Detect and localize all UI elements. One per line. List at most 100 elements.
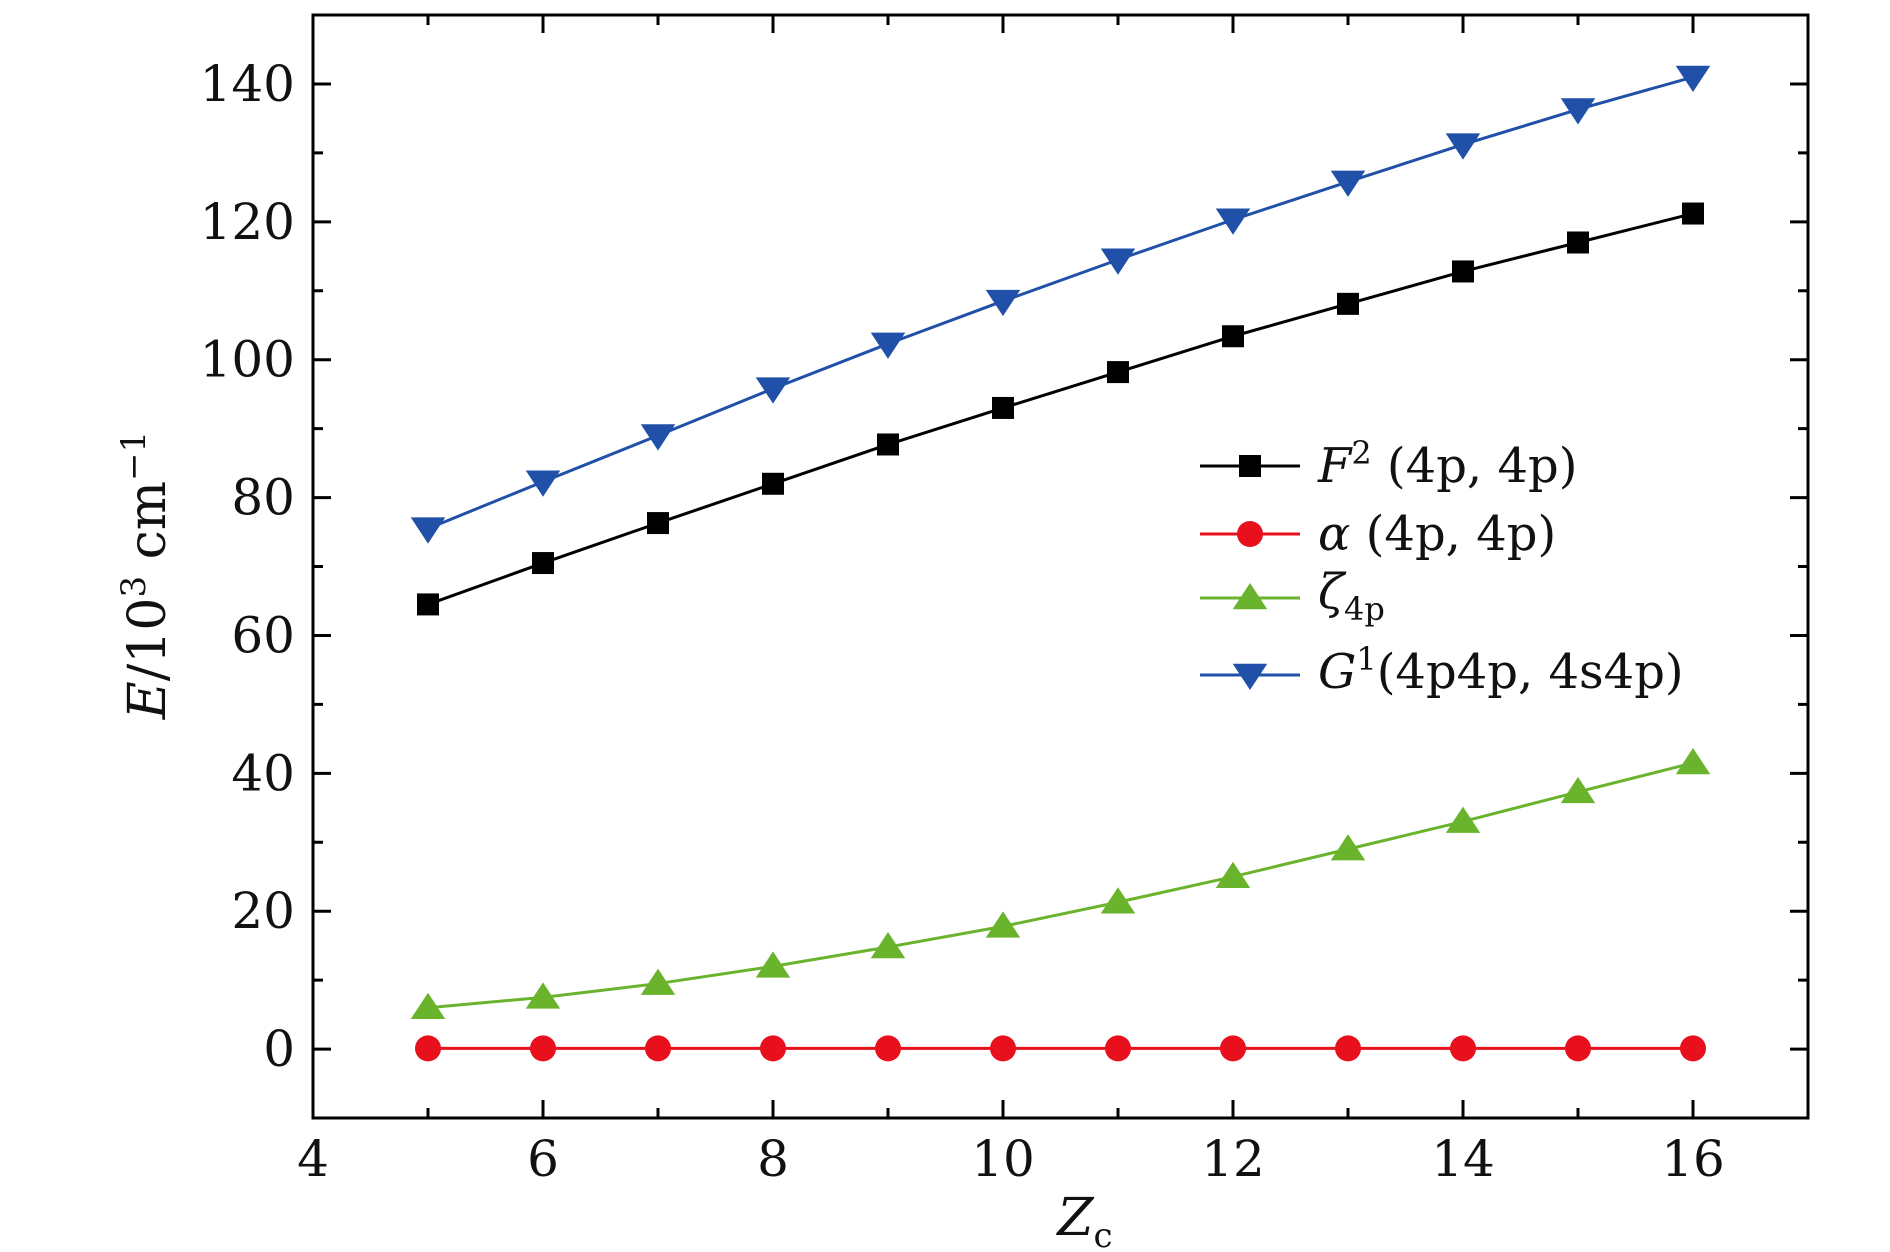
legend-label-alpha: α (4p, 4p) xyxy=(1318,506,1556,562)
legend-zeta-main: ζ xyxy=(1318,564,1347,620)
data-point-zeta4p xyxy=(1675,747,1711,775)
legend-symbol-triangle-up xyxy=(1200,583,1300,610)
legend-f2-rest: (4p, 4p) xyxy=(1372,438,1578,494)
legend-marker-zeta4p xyxy=(1232,583,1268,610)
data-point-zeta4p xyxy=(525,982,561,1009)
data-point-alpha xyxy=(415,1035,441,1062)
series-F2 xyxy=(417,202,1704,616)
legend-marker-F2 xyxy=(1239,455,1261,477)
legend-g1-rest: (4p4p, 4s4p) xyxy=(1377,644,1684,700)
legend-item-alpha: α (4p, 4p) xyxy=(1200,506,1556,562)
y-axis-title-rest: cm xyxy=(118,481,178,576)
data-point-F2 xyxy=(762,472,784,495)
series-alpha xyxy=(415,1035,1706,1062)
y-tick-label: 120 xyxy=(200,193,295,251)
legend-marker-G1 xyxy=(1232,663,1268,690)
data-point-F2 xyxy=(1107,361,1129,384)
data-point-zeta4p xyxy=(410,992,446,1019)
series-line-zeta4p xyxy=(427,761,1694,1010)
legend-item-f2: F2 (4p, 4p) xyxy=(1200,434,1577,494)
legend-g1-sup: 1 xyxy=(1356,640,1376,678)
series-line-G1 xyxy=(427,75,1694,530)
y-axis-title-sup2: −1 xyxy=(114,431,154,481)
data-point-F2 xyxy=(532,552,554,575)
y-axis-title: E/103 cm−1 xyxy=(114,431,178,720)
legend-f2-sup: 2 xyxy=(1351,434,1371,472)
legend-label-g1: G1(4p4p, 4s4p) xyxy=(1318,640,1684,700)
data-point-F2 xyxy=(417,593,439,616)
legend-zeta-sub: 4p xyxy=(1344,590,1385,628)
data-point-alpha xyxy=(1105,1035,1131,1062)
x-axis-title-main: Z xyxy=(1055,1188,1094,1248)
x-axis-title-sub: c xyxy=(1094,1216,1113,1252)
series-layer xyxy=(410,65,1711,1062)
y-tick-label: 100 xyxy=(200,331,295,389)
data-point-G1 xyxy=(1100,248,1136,275)
data-point-F2 xyxy=(1682,202,1704,225)
data-point-alpha xyxy=(1450,1035,1476,1062)
legend-alpha-rest: (4p, 4p) xyxy=(1350,506,1556,562)
x-tick-label: 8 xyxy=(757,1130,789,1188)
legend-item-g1: G1(4p4p, 4s4p) xyxy=(1200,640,1684,700)
x-tick-label: 16 xyxy=(1661,1130,1725,1188)
data-point-G1 xyxy=(755,377,791,404)
y-tick-label: 140 xyxy=(200,55,295,113)
data-point-alpha xyxy=(1220,1035,1246,1062)
data-point-F2 xyxy=(1567,231,1589,254)
data-point-alpha xyxy=(1335,1035,1361,1062)
y-tick-label: 0 xyxy=(263,1020,295,1078)
y-axis-title-main: E xyxy=(118,681,178,720)
data-point-G1 xyxy=(985,289,1021,317)
data-point-alpha xyxy=(1680,1035,1706,1062)
x-axis-title: Zc xyxy=(1055,1188,1112,1252)
y-tick-label: 80 xyxy=(231,469,295,527)
data-point-G1 xyxy=(870,332,906,359)
y-axis-title-sup: 3 xyxy=(114,576,154,598)
x-tick-label: 10 xyxy=(971,1130,1035,1188)
data-point-F2 xyxy=(1452,260,1474,283)
data-point-zeta4p xyxy=(755,951,791,978)
legend-g1-main: G xyxy=(1318,644,1356,700)
data-point-G1 xyxy=(1675,65,1711,93)
x-tick-label: 14 xyxy=(1431,1130,1495,1188)
data-point-F2 xyxy=(647,512,669,535)
data-point-zeta4p xyxy=(870,932,906,959)
series-zeta4p xyxy=(410,747,1711,1019)
y-tick-label: 20 xyxy=(231,882,295,940)
x-tick-label: 4 xyxy=(297,1130,329,1188)
data-point-G1 xyxy=(525,470,561,497)
data-point-zeta4p xyxy=(640,968,676,995)
data-point-G1 xyxy=(410,517,446,544)
legend-symbol-triangle-down xyxy=(1200,663,1300,690)
data-point-zeta4p xyxy=(985,911,1021,938)
data-point-G1 xyxy=(1445,133,1481,160)
data-point-alpha xyxy=(990,1035,1016,1062)
data-point-G1 xyxy=(1215,208,1251,235)
data-point-alpha xyxy=(1565,1035,1591,1062)
data-point-F2 xyxy=(1337,292,1359,315)
y-axis-title-mid: /10 xyxy=(118,598,178,682)
legend-label-f2: F2 (4p, 4p) xyxy=(1317,434,1577,494)
data-point-F2 xyxy=(877,433,899,456)
data-point-alpha xyxy=(760,1035,786,1062)
legend-symbol-square xyxy=(1200,455,1300,477)
data-point-zeta4p xyxy=(1100,887,1136,914)
data-point-alpha xyxy=(530,1035,556,1062)
data-point-zeta4p xyxy=(1215,861,1251,888)
legend-marker-alpha xyxy=(1237,521,1263,547)
data-point-G1 xyxy=(1330,170,1366,197)
series-G1 xyxy=(410,65,1711,544)
x-tick-label: 12 xyxy=(1201,1130,1265,1188)
legend-f2-main: F xyxy=(1317,438,1353,494)
data-point-alpha xyxy=(645,1035,671,1062)
data-point-G1 xyxy=(1560,98,1596,125)
data-point-alpha xyxy=(875,1035,901,1062)
data-point-zeta4p xyxy=(1330,834,1366,861)
legend-alpha-main: α xyxy=(1318,506,1350,562)
legend-item-zeta: ζ4p xyxy=(1200,564,1385,628)
data-point-zeta4p xyxy=(1445,806,1481,833)
data-point-F2 xyxy=(1222,325,1244,348)
y-tick-label: 60 xyxy=(231,606,295,664)
series-line-F2 xyxy=(427,212,1694,606)
